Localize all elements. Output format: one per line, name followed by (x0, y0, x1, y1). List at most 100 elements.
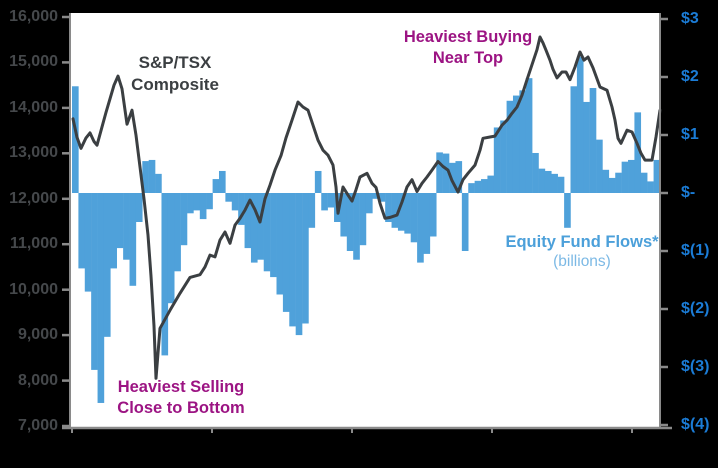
fund-flow-bar (487, 175, 495, 193)
fund-flow-bar (551, 173, 558, 193)
fund-flow-bar (564, 193, 571, 228)
fund-flow-bar (474, 180, 482, 193)
fund-flow-bar (225, 193, 233, 202)
left-axis-label: 12,000 (9, 189, 58, 207)
heaviest-selling-line1: Heaviest Selling (117, 378, 245, 396)
fund-flow-bar (78, 193, 86, 269)
left-axis-label: 15,000 (9, 53, 58, 71)
fund-flow-bar (506, 100, 514, 193)
fund-flow-bar (538, 168, 546, 193)
fund-flow-bar (167, 193, 175, 304)
fund-flow-bar (187, 193, 194, 214)
fund-flow-bar (404, 193, 411, 234)
fund-flow-bar (231, 193, 239, 211)
fund-flow-bar (270, 193, 277, 278)
right-axis-label: $- (681, 184, 696, 201)
fund-flow-bar (116, 193, 124, 249)
left-axis-label: 8,000 (17, 371, 58, 389)
fund-flow-bar (653, 159, 661, 193)
fund-flow-bar (161, 193, 169, 356)
fund-flow-bar (532, 152, 539, 193)
fund-flow-bar (199, 193, 207, 220)
fund-flow-bar (289, 193, 296, 327)
fund-flow-bar (250, 193, 258, 263)
fund-flow-bar (647, 181, 654, 193)
fund-flow-bar (321, 193, 328, 211)
fund-flow-bar (621, 161, 629, 193)
fund-flow-bar (602, 169, 610, 193)
fund-flow-bar (493, 127, 501, 193)
fund-flow-bar (570, 86, 578, 193)
fund-flow-bar (417, 193, 424, 263)
right-axis-label: $(1) (681, 242, 710, 259)
fund-flow-bar (385, 193, 392, 222)
fund-flow-bar (455, 161, 463, 193)
fund-flow-bar (84, 193, 92, 292)
fund-flow-bar (397, 193, 405, 231)
fund-flow-bar (282, 193, 290, 312)
fund-flow-bar (634, 112, 642, 193)
fund-flow-bar (589, 88, 597, 193)
fund-flow-bar (148, 159, 156, 193)
heaviest-buying-line2: Near Top (432, 49, 504, 67)
fund-flow-bar (378, 193, 386, 202)
fund-flow-bar (372, 193, 380, 199)
right-axis-label: $1 (681, 126, 699, 143)
fund-flow-bar (103, 193, 111, 337)
fund-flow-bar (244, 193, 252, 249)
fund-flow-bar (461, 193, 469, 251)
heaviest-selling-line2: Close to Bottom (117, 399, 245, 417)
fund-flow-bar (123, 193, 130, 260)
sptsx-index-line (71, 35, 662, 380)
fund-flow-bar (193, 193, 201, 211)
fund-flow-bar (359, 193, 367, 246)
fund-flow-bar (206, 193, 213, 210)
fund-flow-bar (135, 193, 143, 222)
fund-flow-bar (174, 193, 181, 272)
fund-flow-bar (129, 193, 137, 286)
fund-flow-bar (468, 183, 475, 193)
sptsx-annotation-line1: S&P/TSX (138, 53, 212, 72)
fund-flow-bar (500, 120, 507, 193)
fund-flow-bar (308, 193, 316, 228)
fund-flow-bar (429, 193, 437, 237)
fund-flow-bar (97, 193, 105, 403)
heaviest-buying-line1: Heaviest Buying (403, 28, 533, 46)
fund-flow-bar (608, 177, 616, 193)
right-axis-label: $3 (681, 10, 699, 27)
fund-flow-bar (544, 170, 552, 193)
left-axis-label: 10,000 (9, 280, 58, 298)
fund-flow-bar (257, 193, 264, 260)
fund-flow-bar (640, 172, 648, 193)
fund-flow-bar (410, 193, 418, 243)
fund-flow-bar (238, 193, 245, 225)
fund-flow-bar (276, 193, 284, 295)
left-axis-label: 14,000 (9, 98, 58, 116)
fund-flow-bar (628, 159, 635, 193)
sptsx-annotation: S&P/TSX Composite (131, 52, 219, 96)
fund-flow-bar (155, 173, 162, 193)
equity-fund-flows-billions: (billions) (553, 253, 611, 270)
left-axis-label: 9,000 (17, 326, 58, 344)
fund-flow-bar (142, 161, 149, 193)
right-axis-label: $2 (681, 68, 699, 85)
heaviest-selling-annotation: Heaviest Selling Close to Bottom (117, 377, 244, 419)
fund-flow-bar (180, 193, 188, 246)
fund-flow-bar (353, 193, 360, 260)
fund-flow-bar (212, 179, 220, 193)
fund-flow-bar (218, 170, 226, 193)
fund-flow-bar (557, 176, 565, 193)
left-axis-label: 16,000 (9, 8, 58, 25)
right-axis-label: $(2) (681, 300, 710, 317)
left-axis-label: 7,000 (17, 417, 58, 434)
fund-flow-bar (346, 193, 354, 251)
fund-flow-bar (576, 56, 584, 194)
left-axis-label: 13,000 (9, 144, 58, 162)
right-axis-label: $(3) (681, 358, 710, 375)
fund-flow-bar (327, 193, 335, 208)
fund-flow-bar (302, 193, 309, 324)
fund-flow-bar (481, 179, 488, 193)
fund-flow-bar (295, 193, 303, 336)
